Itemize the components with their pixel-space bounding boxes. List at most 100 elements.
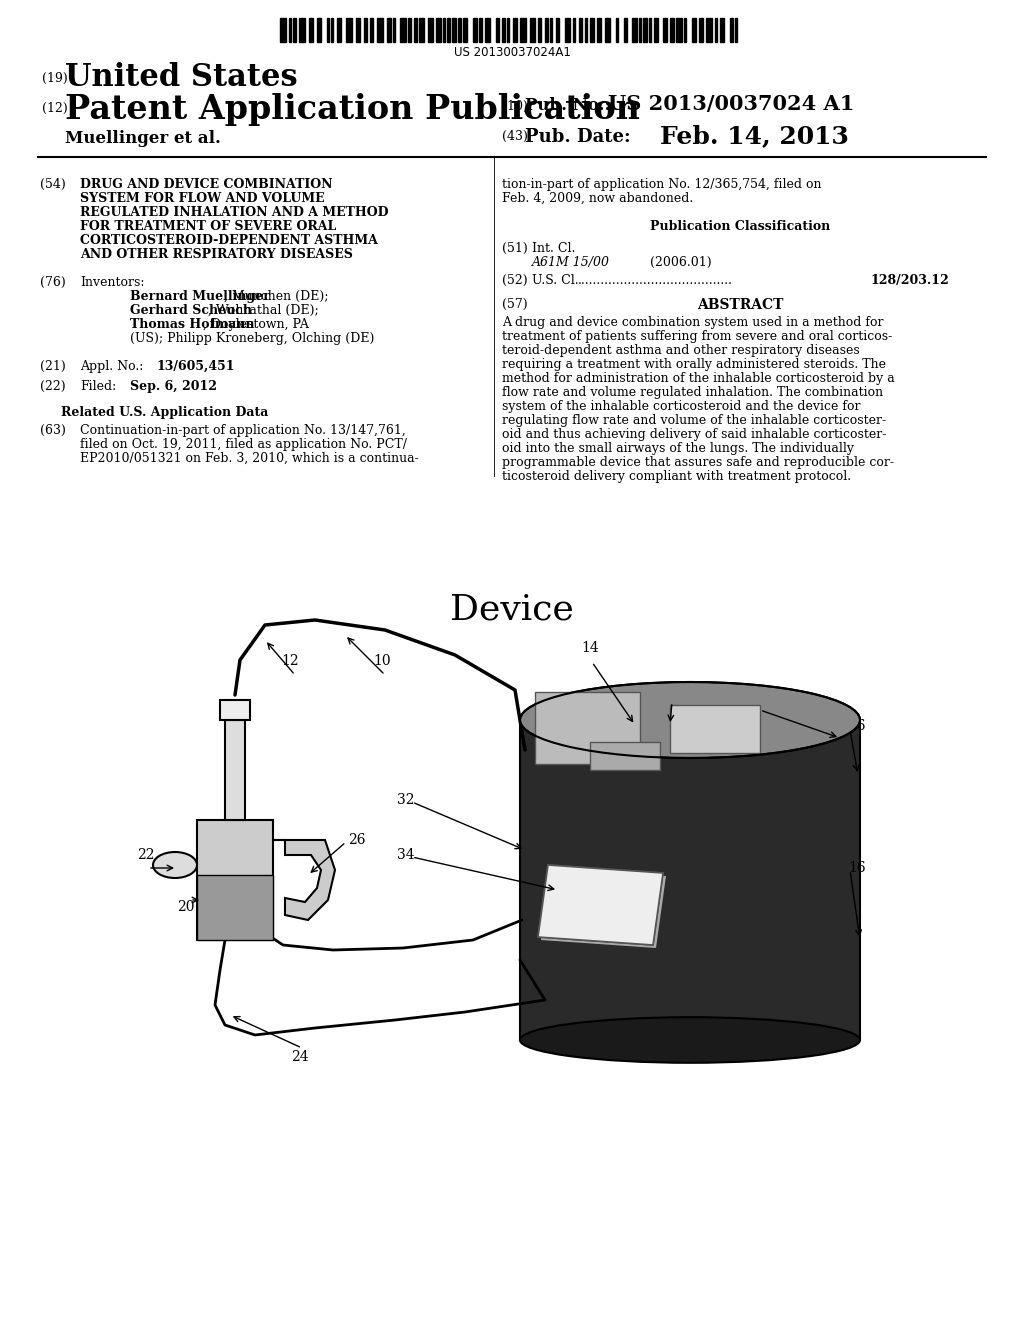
Text: 26: 26	[348, 833, 366, 847]
Bar	[485, 18, 490, 42]
Text: 12: 12	[282, 653, 299, 668]
Bar	[393, 18, 395, 42]
Bar	[346, 18, 352, 42]
Bar	[735, 18, 737, 42]
Bar	[639, 18, 641, 42]
Text: 34: 34	[397, 847, 415, 862]
Text: Inventors:: Inventors:	[80, 276, 144, 289]
Text: (52): (52)	[502, 275, 527, 286]
FancyBboxPatch shape	[670, 705, 760, 752]
Polygon shape	[273, 840, 335, 920]
Bar	[663, 18, 667, 42]
Text: 20: 20	[177, 900, 195, 913]
Bar	[676, 18, 682, 42]
Text: (57): (57)	[502, 298, 527, 312]
Text: Device: Device	[451, 591, 573, 626]
Bar	[597, 18, 601, 42]
Text: REGULATED INHALATION AND A METHOD: REGULATED INHALATION AND A METHOD	[80, 206, 388, 219]
Bar	[580, 18, 583, 42]
Text: Gerhard Scheuch: Gerhard Scheuch	[130, 304, 252, 317]
Text: Bernard Muellinger: Bernard Muellinger	[130, 290, 270, 304]
Text: (10): (10)	[502, 100, 528, 114]
Bar	[538, 18, 541, 42]
Bar	[327, 18, 329, 42]
Bar	[331, 18, 333, 42]
Text: CORTICOSTEROID-DEPENDENT ASTHMA: CORTICOSTEROID-DEPENDENT ASTHMA	[80, 234, 378, 247]
Bar	[573, 18, 575, 42]
Bar	[356, 18, 360, 42]
Text: EP2010/051321 on Feb. 3, 2010, which is a continua-: EP2010/051321 on Feb. 3, 2010, which is …	[80, 451, 419, 465]
Text: 30: 30	[670, 681, 687, 696]
Bar	[377, 18, 383, 42]
Text: (51): (51)	[502, 242, 527, 255]
Text: ........................................: ........................................	[578, 275, 733, 286]
Text: 28: 28	[758, 688, 775, 702]
Text: 10: 10	[373, 653, 391, 668]
Text: regulating flow rate and volume of the inhalable corticoster-: regulating flow rate and volume of the i…	[502, 414, 886, 426]
Bar	[473, 18, 477, 42]
Bar	[605, 18, 610, 42]
Bar	[280, 18, 286, 42]
Bar	[692, 18, 696, 42]
Text: United States: United States	[65, 62, 298, 92]
Text: Pub. No.:: Pub. No.:	[525, 96, 610, 114]
Bar	[464, 18, 467, 42]
Bar	[365, 18, 368, 42]
Bar	[715, 18, 717, 42]
Bar	[197, 820, 273, 940]
Text: 24: 24	[291, 1049, 309, 1064]
Text: (54): (54)	[40, 178, 66, 191]
Text: 16: 16	[848, 861, 865, 875]
Bar	[586, 18, 588, 42]
Text: Muellinger et al.: Muellinger et al.	[65, 129, 221, 147]
Bar	[446, 18, 450, 42]
Bar	[513, 18, 517, 42]
Bar	[670, 18, 674, 42]
Bar	[684, 18, 686, 42]
Text: US 20130037024A1: US 20130037024A1	[454, 46, 570, 59]
Text: Pub. Date:: Pub. Date:	[525, 128, 631, 147]
Bar	[529, 18, 535, 42]
Text: (63): (63)	[40, 424, 66, 437]
Bar	[428, 18, 433, 42]
Text: tion-in-part of application No. 12/365,754, filed on: tion-in-part of application No. 12/365,7…	[502, 178, 821, 191]
Ellipse shape	[153, 851, 197, 878]
Bar	[550, 18, 552, 42]
Bar	[435, 18, 440, 42]
Text: Continuation-in-part of application No. 13/147,761,: Continuation-in-part of application No. …	[80, 424, 406, 437]
Ellipse shape	[520, 1018, 860, 1063]
Bar	[707, 18, 713, 42]
Bar	[502, 18, 505, 42]
Text: 128/203.12: 128/203.12	[870, 275, 949, 286]
Text: filed on Oct. 19, 2011, filed as application No. PCT/: filed on Oct. 19, 2011, filed as applica…	[80, 438, 407, 451]
Text: flow rate and volume regulated inhalation. The combination: flow rate and volume regulated inhalatio…	[502, 385, 883, 399]
Text: FOR TREATMENT OF SEVERE ORAL: FOR TREATMENT OF SEVERE ORAL	[80, 220, 336, 234]
Polygon shape	[541, 869, 666, 948]
Bar	[337, 18, 341, 42]
Bar	[624, 18, 627, 42]
Text: treatment of patients suffering from severe and oral corticos-: treatment of patients suffering from sev…	[502, 330, 892, 343]
Text: Thomas Hofmann: Thomas Hofmann	[130, 318, 255, 331]
Text: (US); Philipp Kroneberg, Olching (DE): (US); Philipp Kroneberg, Olching (DE)	[130, 333, 375, 345]
Text: AND OTHER RESPIRATORY DISEASES: AND OTHER RESPIRATORY DISEASES	[80, 248, 353, 261]
Text: A drug and device combination system used in a method for: A drug and device combination system use…	[502, 315, 884, 329]
Text: 32: 32	[397, 793, 415, 807]
Bar	[699, 18, 703, 42]
Bar	[564, 18, 570, 42]
Text: (12): (12)	[42, 102, 68, 115]
Text: Int. Cl.: Int. Cl.	[532, 242, 575, 255]
Bar	[616, 18, 618, 42]
Text: ABSTRACT: ABSTRACT	[696, 298, 783, 312]
Bar	[649, 18, 651, 42]
Text: (43): (43)	[502, 129, 528, 143]
Bar	[316, 18, 321, 42]
FancyBboxPatch shape	[535, 692, 640, 764]
Bar	[309, 18, 312, 42]
Text: U.S. Cl.: U.S. Cl.	[532, 275, 579, 286]
Text: Sep. 6, 2012: Sep. 6, 2012	[130, 380, 217, 393]
Text: (2006.01): (2006.01)	[650, 256, 712, 269]
Text: 36: 36	[848, 719, 865, 733]
Bar	[556, 18, 558, 42]
Bar	[408, 18, 411, 42]
Text: Feb. 4, 2009, now abandoned.: Feb. 4, 2009, now abandoned.	[502, 191, 693, 205]
